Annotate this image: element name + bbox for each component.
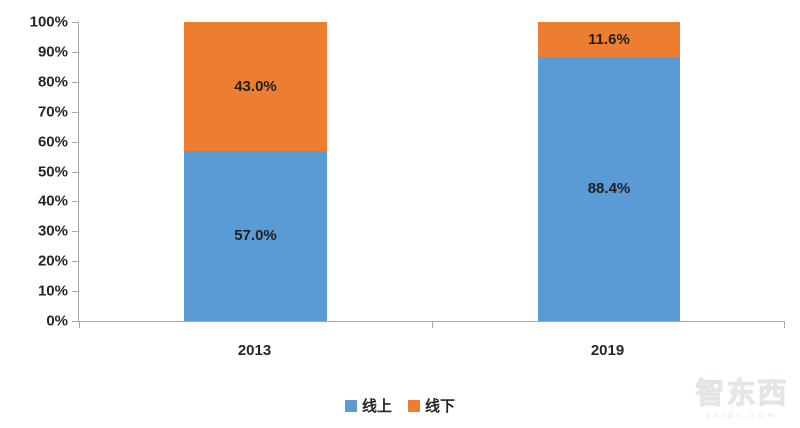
y-axis-tick-label: 100%	[29, 13, 68, 31]
legend-swatch-offline	[408, 399, 420, 412]
data-label: 88.4%	[587, 180, 631, 198]
legend-item-online: 线上	[344, 395, 392, 416]
legend-label-online: 线上	[361, 398, 392, 415]
y-axis-tick-label: 70%	[37, 103, 68, 121]
data-label: 11.6%	[588, 30, 630, 48]
bar-segment-offline-2019: 11.6%	[538, 22, 680, 57]
y-axis-tick-label: 90%	[37, 43, 68, 61]
y-axis-tick-label: 10%	[37, 282, 68, 300]
data-label: 43.0%	[234, 77, 277, 95]
legend-swatch-online	[344, 399, 357, 412]
y-axis-tick-label: 80%	[37, 73, 68, 91]
x-axis-label-2019: 2019	[590, 342, 625, 359]
bar-2013: 43.0% 57.0%	[184, 22, 327, 321]
chart-legend: 线上 线下	[0, 395, 800, 416]
data-label: 57.0%	[234, 227, 277, 245]
y-axis-tick-label: 60%	[37, 133, 68, 151]
x-axis-label-2013: 2013	[237, 342, 272, 359]
bar-segment-offline-2013: 43.0%	[184, 22, 327, 151]
bar-segment-online-2013: 57.0%	[184, 150, 327, 321]
legend-item-offline: 线下	[408, 395, 455, 416]
y-axis-tick-label: 40%	[37, 192, 68, 210]
bar-segment-online-2019: 88.4%	[538, 56, 680, 321]
y-axis-tick-label: 50%	[37, 163, 68, 180]
legend-label-offline: 线下	[425, 398, 456, 415]
y-axis-tick-label: 0%	[46, 312, 68, 330]
plot-area: 43.0% 57.0% 11.6% 88.4%	[72, 22, 785, 328]
y-axis-tick-label: 30%	[37, 222, 68, 240]
bar-2019: 11.6% 88.4%	[538, 22, 680, 321]
y-axis-tick-label: 20%	[37, 252, 68, 270]
